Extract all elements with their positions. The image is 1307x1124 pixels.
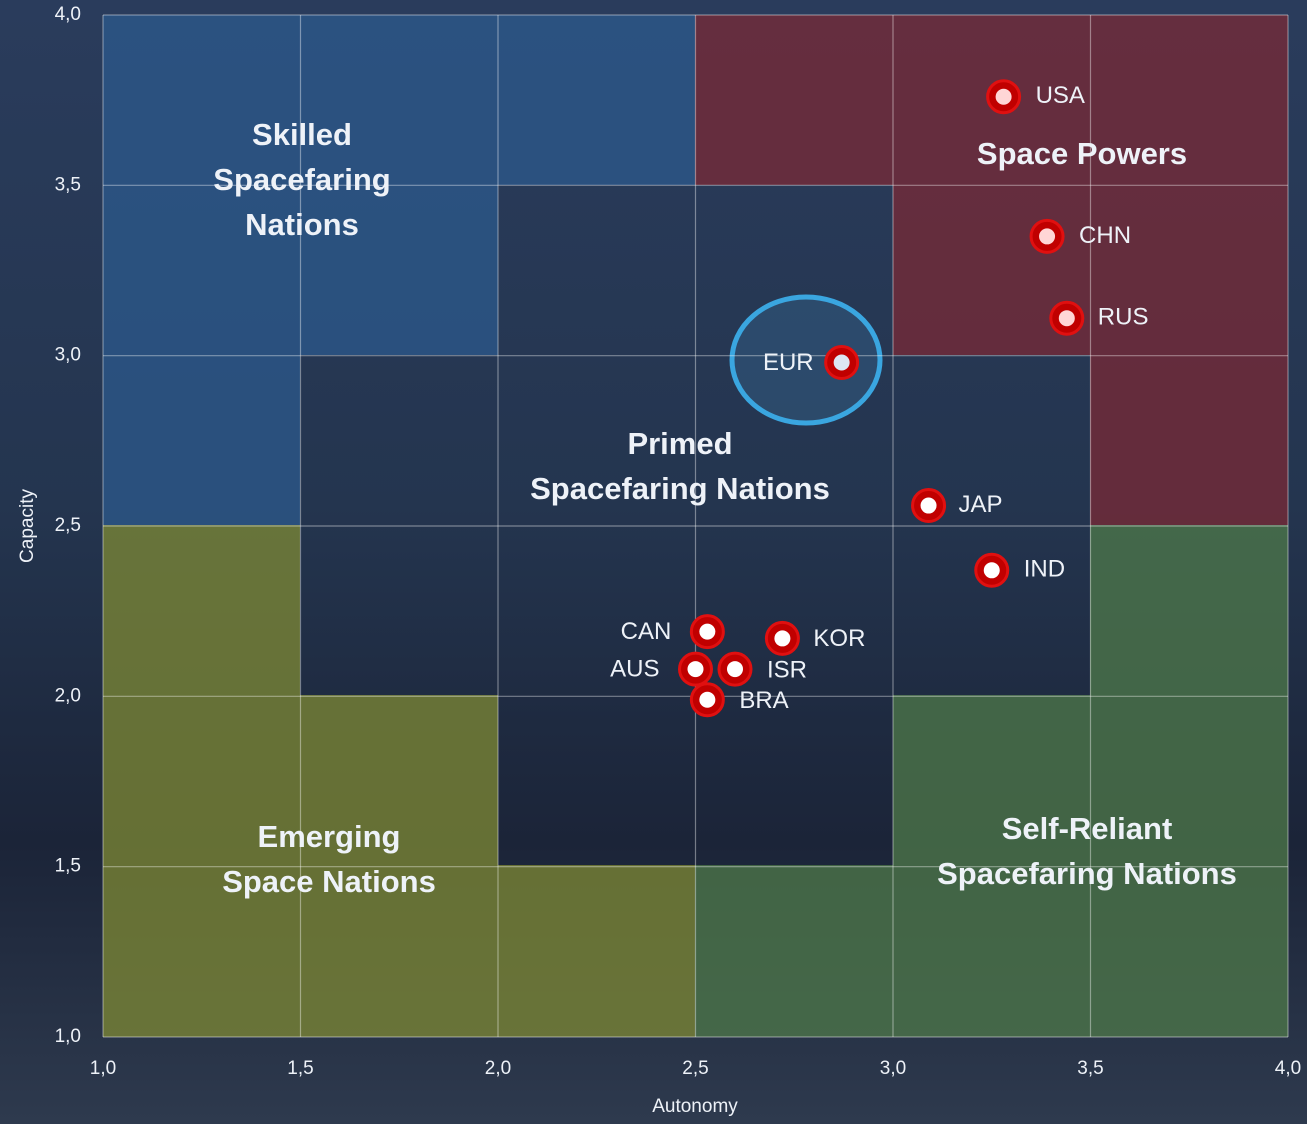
x-axis-title: Autonomy [652,1096,738,1117]
y-tick-label: 4,0 [55,4,81,25]
y-axis-title: Capacity [17,489,38,563]
y-tick-label: 3,5 [55,174,81,195]
point-label: RUS [1098,304,1149,331]
x-tick-label: 2,5 [682,1058,708,1079]
chart: Autonomy Capacity 1,0 1,5 2,0 2,5 3,0 3,5 4,0 1… [0,0,1307,1124]
point-label: ISR [767,656,807,683]
region-label: Spacefaring [213,162,390,197]
region-label: Spacefaring Nations [937,856,1237,891]
x-tick-label: 3,5 [1077,1058,1103,1079]
point-center [921,498,937,514]
x-tick-label: 2,0 [485,1058,511,1079]
point-label: IND [1024,556,1065,583]
point-center [984,562,1000,578]
region-label: Space Powers [977,136,1187,171]
x-tick-label: 1,0 [90,1058,116,1079]
region-label: Self-Reliant [1002,811,1173,846]
point-center [727,661,743,677]
point-label: KOR [813,625,865,652]
point-center [699,692,715,708]
point-label: EUR [763,349,814,376]
point-label: JAP [959,491,1003,518]
region-label: Space Nations [222,864,436,899]
y-tick-label: 2,5 [55,515,81,536]
region-label: Spacefaring Nations [530,471,830,506]
point-center [996,89,1012,105]
region-label: Primed [627,426,732,461]
point-center [1039,228,1055,244]
x-tick-label: 4,0 [1275,1058,1301,1079]
region-label: Emerging [258,819,401,854]
point-center [1059,310,1075,326]
point-center [774,630,790,646]
region-label: Nations [245,207,359,242]
y-tick-label: 1,0 [55,1026,81,1047]
x-tick-label: 1,5 [287,1058,313,1079]
point-label: BRA [739,687,788,714]
point-label: USA [1036,82,1085,109]
point-label: CHN [1079,222,1131,249]
point-label: CAN [621,618,672,645]
point-center [688,661,704,677]
y-tick-label: 1,5 [55,856,81,877]
point-label: AUS [610,655,659,682]
point-center [834,354,850,370]
x-tick-label: 3,0 [880,1058,906,1079]
y-tick-label: 3,0 [55,345,81,366]
point-center [699,624,715,640]
y-tick-label: 2,0 [55,685,81,706]
region-label: Skilled [252,117,352,152]
